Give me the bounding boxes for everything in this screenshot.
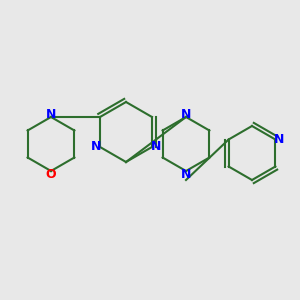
Text: N: N [46,107,56,121]
Text: N: N [181,167,191,181]
Text: N: N [150,140,161,154]
Text: O: O [46,167,56,181]
Text: N: N [181,107,191,121]
Text: N: N [274,133,284,146]
Text: N: N [91,140,102,154]
